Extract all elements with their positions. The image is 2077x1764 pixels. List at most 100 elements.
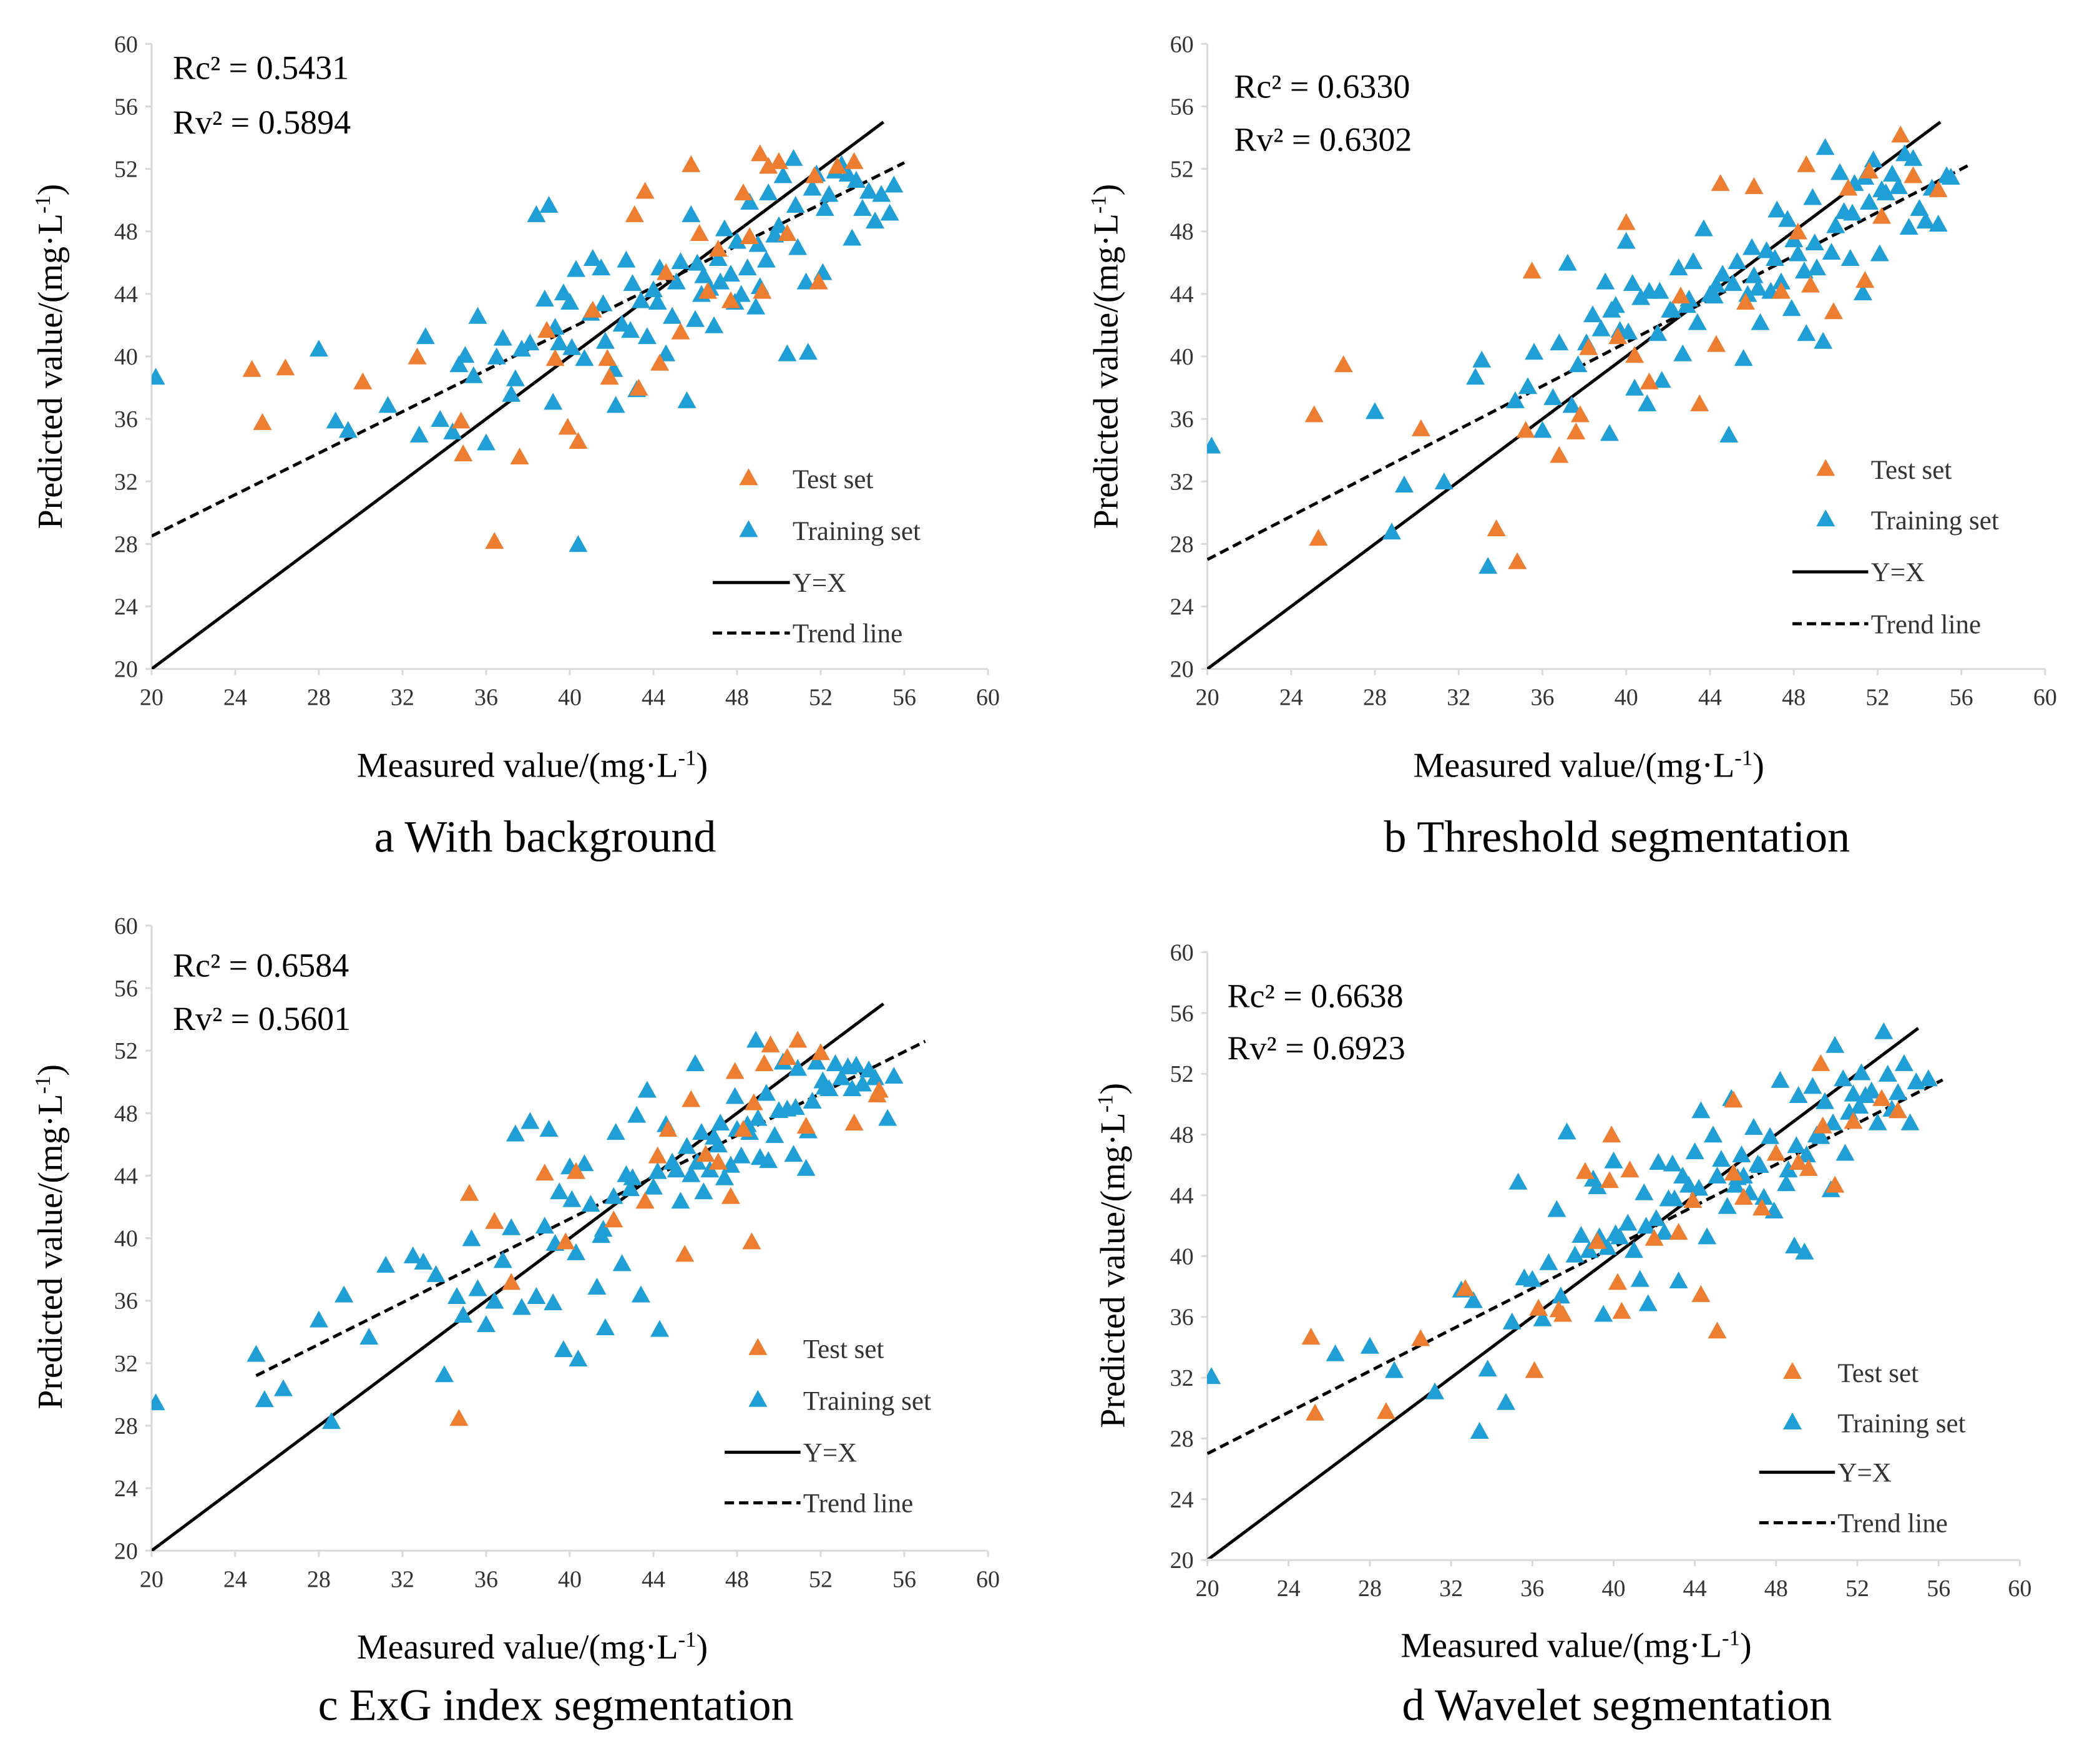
training-point (1941, 167, 1960, 185)
training-point (1543, 388, 1563, 405)
training-point (1689, 1178, 1709, 1196)
training-point (725, 1087, 745, 1104)
training-point (1673, 344, 1693, 361)
x-tick-label: 32 (1439, 1575, 1463, 1602)
training-point (1539, 1253, 1558, 1270)
test-point (788, 1031, 808, 1048)
test-point (805, 166, 824, 184)
training-point (721, 265, 740, 282)
test-point (1602, 1125, 1621, 1143)
training-point (1788, 244, 1807, 262)
training-point (1550, 333, 1569, 351)
test-point (1553, 1305, 1573, 1322)
training-point (1785, 1237, 1804, 1253)
test-point (1789, 1153, 1808, 1170)
y-tick-label: 32 (114, 1351, 138, 1377)
training-point (1803, 1077, 1822, 1094)
training-point (838, 164, 858, 182)
test-point (1711, 174, 1730, 191)
training-point (621, 321, 640, 338)
training-point (434, 1365, 454, 1383)
legend-test-label: Test set (1837, 1359, 1918, 1388)
training-point (1916, 212, 1935, 228)
training-point (378, 396, 398, 413)
y-axis-label: Predicted value/(mg·L-1) (1093, 1083, 1133, 1428)
training-point (677, 1137, 696, 1154)
y-tick-label: 56 (1170, 94, 1194, 120)
training-point (621, 1179, 640, 1197)
training-point (1684, 252, 1703, 270)
training-point (1751, 313, 1770, 330)
training-point (1825, 1036, 1845, 1053)
training-point (1360, 1336, 1379, 1354)
training-point (1757, 241, 1776, 258)
x-tick-label: 52 (1845, 1575, 1869, 1602)
training-point (1789, 1086, 1808, 1103)
training-point (853, 198, 872, 216)
test-point (1579, 338, 1598, 355)
training-point (476, 1315, 496, 1332)
training-point (493, 1251, 512, 1268)
training-point (759, 183, 778, 200)
training-point (606, 1123, 625, 1140)
x-tick-label: 36 (474, 1566, 498, 1592)
training-point (786, 1098, 805, 1115)
training-point (1843, 203, 1862, 221)
test-point (353, 372, 373, 390)
test-point (828, 157, 847, 174)
test-point (682, 155, 701, 172)
test-point (1612, 1301, 1631, 1319)
training-point (1602, 300, 1621, 318)
test-point (1377, 1402, 1395, 1419)
training-point (562, 1190, 582, 1207)
training-point (796, 1159, 816, 1176)
x-axis-label: Measured value/(mg·L-1) (357, 745, 708, 785)
y-tick-label: 48 (114, 1100, 138, 1127)
training-point (1688, 313, 1707, 330)
training-point (731, 1146, 751, 1164)
training-point (535, 1217, 554, 1234)
test-point (755, 1054, 774, 1071)
y-axis-label: Predicted value/(mg·L-1) (30, 184, 70, 529)
training-point (1470, 1422, 1489, 1439)
training-point (1822, 243, 1841, 260)
y-tick-label: 52 (114, 1038, 138, 1064)
training-point (335, 1285, 354, 1303)
test-point (1309, 529, 1328, 546)
trend-line (1207, 164, 1968, 561)
training-point (1918, 1069, 1938, 1087)
chart-panel-a: 20 24 28 32 36 40 44 48 52 56 60 20 24 28 32 36 40 44 48 52… (30, 31, 1000, 861)
training-point (1625, 1241, 1643, 1258)
x-tick-label: 32 (1447, 685, 1470, 711)
test-point (454, 444, 473, 461)
training-point (1797, 324, 1816, 341)
legend-train-marker (1783, 1413, 1802, 1429)
stat-label-rv2: Rv² = 0.6923 (1228, 1029, 1405, 1067)
training-point (1803, 188, 1822, 205)
training-point (880, 203, 899, 221)
y-tick-label: 40 (114, 1226, 138, 1252)
test-point (778, 224, 797, 241)
training-point (464, 366, 483, 383)
legend-yx-label: Y=X (793, 569, 846, 598)
legend-test-label: Test set (1871, 456, 1952, 485)
test-point (1525, 1361, 1544, 1378)
training-point (617, 250, 636, 268)
training-point (309, 340, 328, 357)
training-point (1850, 1097, 1869, 1114)
test-point (1736, 293, 1755, 310)
training-point (1326, 1344, 1345, 1361)
training-point (554, 1340, 573, 1358)
y-tick-label: 32 (1170, 1365, 1194, 1391)
training-point (527, 205, 546, 222)
test-point (1620, 1160, 1640, 1178)
x-tick-label: 48 (725, 685, 749, 711)
training-point (1594, 1305, 1613, 1322)
stat-label-rc2: Rc² = 0.6638 (1228, 978, 1404, 1015)
x-tick-label: 48 (1764, 1575, 1788, 1602)
training-point (1466, 368, 1485, 385)
training-point (756, 250, 776, 268)
test-point (545, 349, 565, 366)
test-point (1801, 275, 1820, 293)
training-point (1824, 1113, 1842, 1130)
